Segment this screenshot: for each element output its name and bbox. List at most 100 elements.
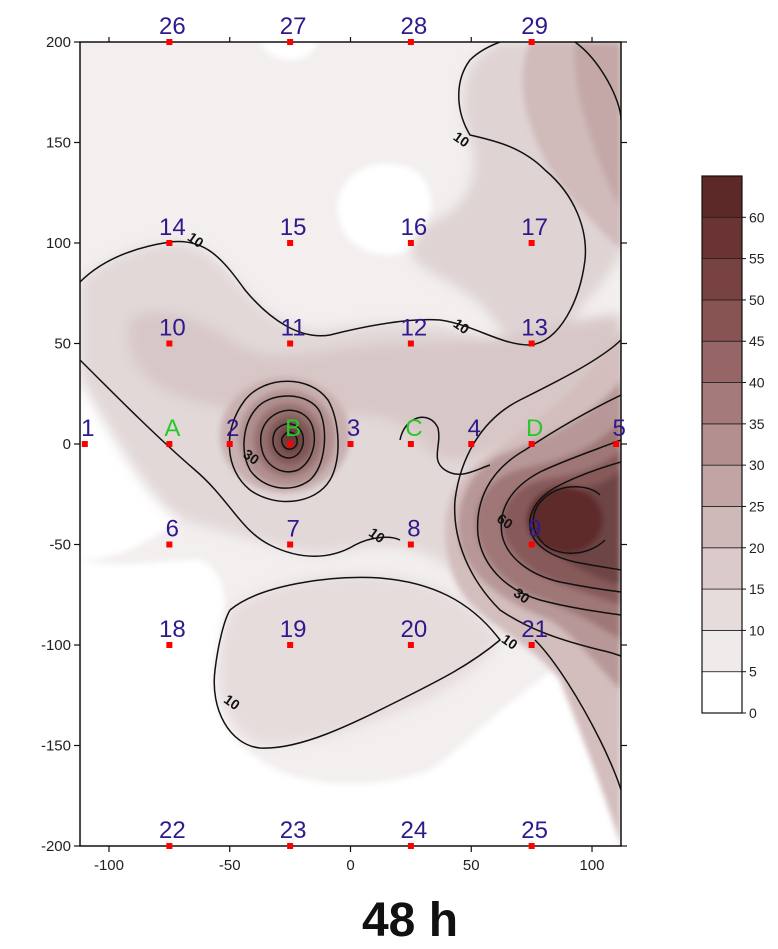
x-tick-label: 0	[346, 857, 354, 874]
contour-line-b-40	[259, 409, 316, 473]
station-label: C	[405, 415, 422, 442]
station-label: 29	[521, 13, 548, 40]
contour-band-clear-lower-left	[80, 560, 621, 846]
station-marker	[287, 642, 294, 648]
contour-line-c-loop	[399, 416, 491, 475]
station-marker	[407, 39, 414, 45]
colorbar-label: 25	[749, 498, 765, 514]
station-marker	[347, 441, 354, 447]
station-marker	[528, 240, 535, 246]
station-marker	[166, 642, 173, 648]
y-tick-label: -100	[41, 637, 71, 654]
contour-line-b-30	[243, 395, 326, 489]
station-marker	[407, 843, 414, 849]
colorbar-swatch	[701, 547, 743, 590]
x-axis: -100 -50 0 50 100	[94, 37, 605, 874]
hotspot-b	[220, 377, 350, 493]
station-marker	[166, 441, 173, 447]
station-label: 1	[81, 415, 94, 442]
y-tick-label: 150	[46, 135, 71, 152]
station-marker	[407, 340, 414, 347]
station-label: 10	[159, 315, 186, 342]
station-marker	[528, 642, 535, 648]
station-marker	[407, 642, 414, 648]
colorbar-label: 55	[749, 251, 765, 267]
station-label: 17	[521, 214, 548, 241]
station-label: A	[164, 415, 180, 442]
contour-line-b-50	[272, 423, 305, 459]
station-marker	[407, 441, 414, 447]
station-label: 25	[521, 817, 548, 844]
colorbar-swatch	[701, 671, 743, 714]
contour-line-10-lower	[80, 359, 401, 557]
colorbar-label: 5	[749, 664, 757, 680]
station-label: 15	[280, 214, 307, 241]
contour-line-d-60	[532, 486, 606, 554]
station-label: 18	[159, 616, 186, 643]
y-tick-label: -150	[41, 738, 71, 755]
station-label: 4	[468, 415, 481, 442]
contour-band-d-60	[527, 486, 603, 554]
colorbar-label: 60	[749, 209, 765, 225]
station-label: 20	[401, 616, 428, 643]
colorbar-swatch	[701, 175, 743, 218]
station-marker	[287, 240, 294, 246]
colorbar-label: 40	[749, 375, 765, 391]
contour-line-10-right-lower	[534, 639, 621, 791]
station-marker	[166, 843, 173, 849]
contour-line-10-upper	[80, 42, 587, 346]
colorbar-label: 0	[749, 705, 757, 721]
station-marker	[287, 441, 294, 447]
y-tick-label: -50	[49, 537, 71, 554]
station-label: 7	[286, 516, 299, 543]
chart-title: 48 h	[362, 894, 458, 947]
colorbar-frame	[701, 175, 743, 714]
contour-field	[80, 42, 621, 846]
colorbar-swatch	[701, 423, 743, 466]
contour-lines	[80, 42, 621, 791]
colorbar-swatch	[701, 629, 743, 673]
colorbar-label: 15	[749, 581, 765, 597]
station-label: 3	[347, 415, 360, 442]
station-label: 12	[401, 315, 428, 342]
y-tick-label: 0	[63, 436, 71, 453]
contour-line-d-25	[476, 394, 621, 616]
y-axis: 200 150 100 50 0 -50 -100 -150 -200	[41, 34, 627, 855]
station-marker	[166, 39, 173, 45]
colorbar-label: 20	[749, 540, 765, 556]
station-marker	[528, 39, 535, 45]
station-label: D	[526, 415, 543, 442]
station-label: 27	[280, 13, 307, 40]
contour-line-b-outer	[228, 380, 339, 503]
x-tick-label: 50	[463, 857, 480, 874]
colorbar-label: 35	[749, 416, 765, 432]
contour-line-d-45	[529, 461, 621, 571]
station-marker	[287, 340, 294, 347]
colorbar-label: 45	[749, 333, 765, 349]
station-marker	[528, 843, 535, 849]
colorbar-swatch	[701, 506, 743, 549]
contour-band-15-blob	[128, 311, 621, 460]
station-label: 9	[528, 516, 541, 543]
colorbar-label: 10	[749, 622, 765, 638]
contour-line-b-60	[281, 431, 298, 450]
contour-line-10-bottom	[213, 576, 502, 749]
station-label: 23	[280, 817, 307, 844]
colorbar-swatch	[701, 299, 743, 342]
station-marker	[287, 843, 294, 849]
station-label: 2	[226, 415, 239, 442]
station-marker	[528, 441, 535, 447]
station-marker	[81, 441, 88, 447]
station-marker	[166, 340, 173, 347]
colorbar-swatch	[701, 464, 743, 507]
y-tick-label: 50	[54, 336, 71, 353]
station-marker	[287, 541, 294, 548]
station-label: 19	[280, 616, 307, 643]
station-label: B	[285, 415, 301, 442]
station-marker	[166, 240, 173, 246]
station-label: 28	[401, 13, 428, 40]
y-tick-label: -200	[41, 838, 71, 855]
station-marker	[613, 441, 620, 447]
